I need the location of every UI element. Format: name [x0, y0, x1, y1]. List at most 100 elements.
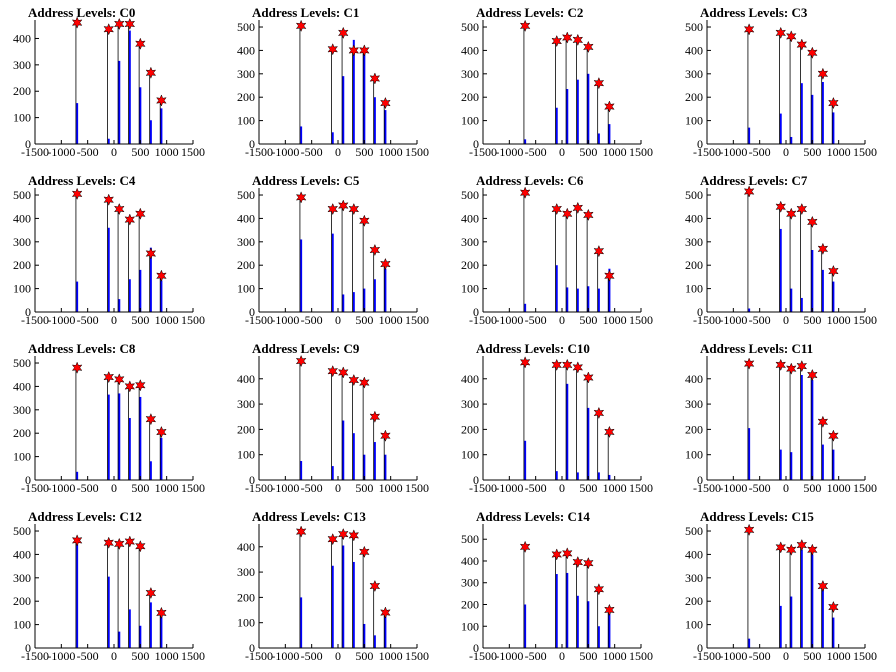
y-tick-label: 0	[473, 137, 479, 151]
peak-marker	[124, 17, 136, 31]
peak-marker	[785, 543, 797, 556]
peak-marker	[817, 67, 829, 80]
y-tick-label: 200	[237, 90, 255, 104]
histogram-bin	[118, 299, 121, 312]
y-tick-label: 400	[237, 372, 255, 386]
peak-marker	[337, 366, 349, 379]
panel-title: Address Levels: C13	[252, 509, 366, 524]
x-tick-label: 0	[783, 145, 789, 159]
y-tick-label: 0	[697, 641, 703, 655]
peak-marker	[593, 406, 605, 420]
y-tick-label: 100	[237, 282, 255, 296]
peak-marker	[519, 186, 531, 199]
histogram-panel: Address Levels: C5 0 100 200 300 400 500 -1500-…	[224, 168, 448, 336]
y-tick-label: 200	[461, 258, 479, 272]
peak-marker	[327, 202, 339, 216]
x-tick-label: -1500	[693, 313, 721, 327]
histogram-bin	[149, 602, 152, 648]
y-tick-label: 200	[461, 422, 479, 436]
histogram-panel: Address Levels: C0 0 100 200 300 400 -1500 -100…	[0, 0, 224, 168]
y-tick-label: 400	[13, 31, 31, 45]
histogram-bin	[107, 576, 110, 648]
histogram-bin	[118, 60, 121, 144]
x-tick-label: -1500	[469, 313, 497, 327]
histogram-bin	[811, 554, 814, 648]
histogram-bin	[342, 76, 345, 144]
x-tick-label: -1500	[21, 481, 49, 495]
y-tick-label: 0	[249, 641, 255, 655]
peak-marker	[103, 23, 115, 36]
x-tick-label: -1000	[495, 145, 523, 159]
y-tick-label: 100	[13, 450, 31, 464]
peak-marker	[113, 202, 125, 216]
y-tick-label: 200	[685, 258, 703, 272]
y-tick-label: 500	[685, 188, 703, 202]
histogram-bin	[352, 39, 355, 144]
histogram-bin	[821, 586, 824, 648]
histogram-panel: Address Levels: C11 0 100 200 300 400 -1500 -10…	[672, 336, 896, 504]
x-tick-label: -500	[749, 649, 771, 663]
histogram-bin	[587, 73, 590, 144]
x-tick-label: 500	[803, 145, 821, 159]
x-tick-label: 0	[559, 313, 565, 327]
x-tick-label: 1500	[853, 649, 877, 663]
y-tick-label: 300	[685, 235, 703, 249]
histogram-bin	[128, 418, 131, 480]
peak-marker	[785, 207, 797, 220]
histogram-plot: 0 100 200 300 400 -1500-1000 -500 0 500 1000 1500	[237, 354, 429, 495]
histogram-bin	[373, 97, 376, 144]
peak-marker	[71, 16, 83, 29]
peak-marker	[593, 76, 605, 90]
x-tick-label: 1500	[629, 313, 653, 327]
y-tick-label: 300	[13, 235, 31, 249]
histogram-bin	[524, 604, 527, 648]
histogram-bin	[608, 268, 611, 312]
y-tick-label: 0	[697, 137, 703, 151]
histogram-plot: 0 100 200 300 400 500 -1500-1000 -500 0 500 1000 15…	[685, 523, 877, 663]
x-tick-label: 1500	[405, 649, 429, 663]
peak-marker	[828, 600, 839, 614]
x-tick-label: -1000	[271, 649, 299, 663]
histogram-plot: 0 100 200 300 400 -1500-1000 -500 0 500 1000 1500	[13, 16, 205, 159]
x-tick-label: 500	[579, 649, 597, 663]
histogram-bin	[373, 279, 376, 312]
x-tick-label: -1000	[47, 481, 75, 495]
histogram-bin	[779, 449, 782, 480]
x-tick-label: -1000	[271, 145, 299, 159]
histogram-bin	[76, 281, 79, 312]
x-tick-label: -1500	[693, 649, 721, 663]
x-tick-label: 0	[111, 313, 117, 327]
peak-marker	[785, 30, 797, 43]
x-tick-label: 1000	[379, 145, 403, 159]
x-tick-label: -500	[77, 649, 99, 663]
panel-title: Address Levels: C10	[476, 341, 590, 356]
histogram-bin	[576, 79, 579, 144]
y-tick-label: 300	[685, 67, 703, 81]
x-tick-label: 0	[335, 313, 341, 327]
histogram-bin	[160, 280, 163, 312]
peak-marker	[582, 208, 594, 222]
x-tick-label: -1500	[245, 649, 273, 663]
histogram-bin	[128, 609, 131, 648]
histogram-bin	[748, 428, 751, 480]
histogram-bin	[300, 126, 303, 144]
peak-marker	[828, 429, 839, 442]
peak-marker	[582, 40, 594, 54]
histogram-plot: 0 100 200 300 400 -1500-1000 -500 0 500 1000 1500	[237, 524, 429, 663]
x-tick-label: 1000	[603, 145, 627, 159]
x-tick-label: 500	[131, 313, 149, 327]
histogram-panel: Address Levels: C1 0 100 200 300 400 500 -1500-…	[224, 0, 448, 168]
peak-marker	[817, 579, 829, 593]
peak-marker	[380, 606, 391, 619]
x-tick-label: -1500	[21, 313, 49, 327]
histogram-bin	[779, 605, 782, 648]
peak-marker	[806, 46, 818, 59]
x-tick-label: 500	[803, 649, 821, 663]
x-tick-label: 1000	[827, 481, 851, 495]
peak-marker	[785, 362, 797, 375]
histogram-bin	[107, 394, 110, 480]
histogram-bin	[597, 288, 600, 312]
y-tick-label: 100	[13, 111, 31, 125]
histogram-bin	[139, 625, 142, 648]
peak-marker	[572, 361, 584, 374]
